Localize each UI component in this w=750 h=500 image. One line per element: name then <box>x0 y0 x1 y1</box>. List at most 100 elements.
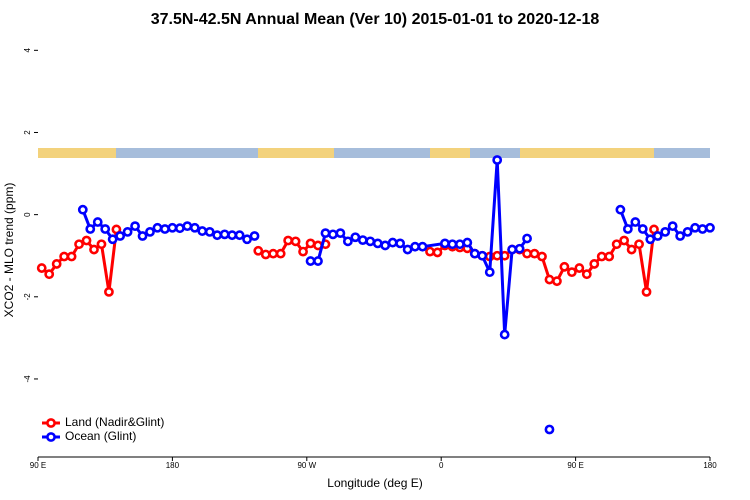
data-point <box>395 238 406 249</box>
data-point <box>242 234 252 245</box>
data-point <box>462 237 473 248</box>
legend-swatch <box>46 418 56 428</box>
data-point <box>705 222 715 233</box>
x-tick-label: 90 E <box>30 461 46 470</box>
data-point <box>499 329 510 340</box>
legend-label: Land (Nadir&Glint) <box>65 415 164 429</box>
data-point <box>544 274 555 285</box>
data-point <box>641 286 652 297</box>
data-point <box>652 231 663 241</box>
data-point <box>469 248 480 259</box>
data-point <box>320 228 331 239</box>
data-point <box>675 231 686 241</box>
y-tick-label: -2 <box>23 293 32 301</box>
data-point <box>682 226 693 237</box>
data-point <box>697 224 708 234</box>
data-point <box>81 235 92 246</box>
data-point <box>77 204 88 215</box>
data-point <box>305 256 316 266</box>
data-point <box>335 228 346 239</box>
data-point <box>328 229 338 240</box>
data-point <box>454 239 465 250</box>
data-point <box>522 233 532 244</box>
data-point <box>260 249 271 260</box>
data-point <box>522 248 532 259</box>
data-point <box>268 248 279 259</box>
data-point <box>634 239 644 250</box>
data-point <box>410 241 420 252</box>
x-tick-label: 180 <box>703 461 717 470</box>
data-point <box>253 245 264 256</box>
data-point <box>615 204 626 215</box>
data-point <box>212 230 223 241</box>
data-point <box>44 269 55 280</box>
data-point <box>115 231 126 241</box>
chart-title: 37.5N-42.5N Annual Mean (Ver 10) 2015-01… <box>151 11 600 28</box>
data-point <box>137 231 148 241</box>
data-point <box>100 224 111 234</box>
data-point <box>507 244 518 255</box>
data-point <box>219 229 230 240</box>
data-point <box>365 236 376 247</box>
data-point <box>89 244 99 255</box>
data-point <box>425 246 435 257</box>
data-point <box>574 263 585 273</box>
data-point <box>440 238 450 249</box>
data-point <box>283 235 294 246</box>
data-point <box>581 269 592 280</box>
data-point <box>167 222 178 233</box>
data-point <box>234 230 245 241</box>
data-point <box>290 236 301 247</box>
data-point <box>145 226 155 237</box>
data-point <box>104 286 114 297</box>
data-point <box>51 259 62 269</box>
data-point <box>660 226 671 237</box>
data-point <box>604 251 615 262</box>
data-point <box>417 241 428 252</box>
data-point <box>197 226 208 236</box>
legend-label: Ocean (Glint) <box>65 429 136 443</box>
data-point <box>152 222 163 233</box>
x-axis-label: Longitude (deg E) <box>327 476 422 490</box>
data-point <box>626 244 637 255</box>
data-point <box>85 224 96 234</box>
data-point <box>589 259 600 269</box>
data-point <box>350 232 361 243</box>
y-tick-label: 0 <box>23 212 32 217</box>
data-point <box>122 226 133 237</box>
data-point <box>645 234 656 245</box>
data-point <box>130 221 140 232</box>
data-point <box>611 239 622 250</box>
data-point <box>492 155 503 165</box>
data-point <box>160 224 170 234</box>
data-point <box>630 217 641 227</box>
data-point <box>92 217 103 227</box>
data-point <box>342 236 353 247</box>
x-tick-label: 0 <box>439 461 444 470</box>
data-point <box>667 221 678 232</box>
data-point <box>637 224 648 234</box>
data-point <box>537 251 547 262</box>
map-strip <box>38 148 710 158</box>
data-point <box>59 251 70 262</box>
data-point <box>66 251 77 262</box>
y-tick-label: 4 <box>23 48 32 53</box>
data-point <box>36 263 47 273</box>
data-point <box>380 240 391 251</box>
data-point <box>372 238 383 249</box>
data-point <box>529 248 540 259</box>
data-point <box>484 267 495 278</box>
data-point <box>619 235 630 246</box>
data-point <box>313 256 323 266</box>
y-axis-label: XCO2 - MLO trend (ppm) <box>2 183 16 318</box>
data-point <box>447 239 458 250</box>
data-point <box>477 250 488 261</box>
data-point <box>559 261 570 272</box>
data-point <box>402 244 413 255</box>
data-point <box>204 226 215 237</box>
x-tick-label: 180 <box>166 461 180 470</box>
x-tick-label: 90 E <box>567 461 583 470</box>
data-point <box>174 223 185 234</box>
data-point <box>552 276 562 287</box>
data-point <box>189 222 200 233</box>
